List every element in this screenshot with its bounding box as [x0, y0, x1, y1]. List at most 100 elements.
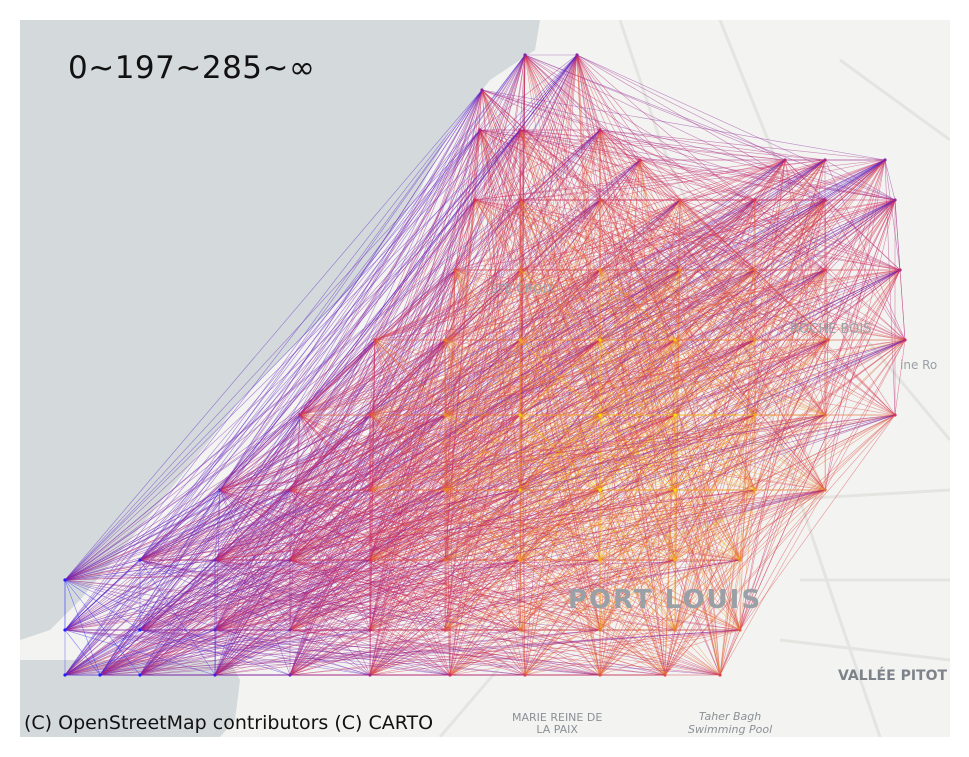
network-edge [444, 559, 601, 631]
network-edge [599, 559, 741, 631]
network-edge [64, 269, 456, 581]
network-edge [139, 489, 521, 561]
network-node [518, 128, 522, 132]
network-node [738, 558, 742, 562]
network-edge [824, 269, 906, 341]
network-edge [519, 414, 676, 631]
network-edge [474, 129, 521, 201]
network-edge [444, 269, 756, 341]
network-edge [219, 414, 371, 491]
network-edge [64, 129, 601, 581]
network-edge [369, 489, 446, 676]
network-edge [289, 489, 826, 561]
network-edge [99, 489, 291, 676]
network-edge [64, 414, 446, 581]
network-edge [474, 159, 826, 201]
network-edge [64, 579, 101, 676]
network-edge [444, 269, 601, 341]
network-edge [219, 339, 376, 491]
network-edge [64, 629, 216, 676]
network-edge [664, 414, 826, 676]
taher-line1: Taher Bagh [698, 710, 762, 723]
network-edge [449, 489, 826, 676]
network-edge [214, 339, 829, 631]
network-node [138, 628, 142, 632]
network-edge [369, 489, 721, 676]
network-edge [99, 199, 476, 676]
network-edge [64, 559, 291, 676]
network-edge [64, 559, 741, 676]
network-edge [674, 414, 896, 631]
network-edge [64, 339, 446, 581]
network-nodes [63, 53, 907, 677]
map-canvas[interactable]: STE CROIX ROCHE BOIS ine Ro PORT LOUIS V… [20, 20, 950, 737]
network-edge [824, 159, 886, 416]
network-edge [139, 559, 521, 631]
network-edge [519, 559, 721, 676]
network-edge [99, 559, 446, 676]
network-edge [64, 559, 291, 631]
network-edge [64, 414, 301, 676]
network-edge [99, 629, 216, 676]
network-node [738, 628, 742, 632]
network-edge [474, 159, 786, 201]
network-edge [289, 629, 721, 676]
network-edge [519, 269, 676, 341]
network-edge [214, 559, 676, 631]
network-edge [674, 414, 756, 561]
network-edge [64, 199, 601, 581]
network-edge [479, 129, 896, 201]
network-edge [289, 559, 741, 631]
network-edge [739, 339, 906, 561]
network-edge [449, 629, 741, 676]
network-edge [289, 629, 741, 676]
network-edge [599, 199, 901, 271]
network-edge [374, 269, 521, 341]
network-edge [139, 414, 446, 631]
network-edge [64, 129, 601, 676]
network-node [823, 268, 827, 272]
network-edge [139, 199, 601, 561]
network-edge [754, 199, 826, 271]
network-edge [444, 559, 451, 676]
network-edge [674, 489, 826, 631]
network-edge [64, 199, 521, 631]
network-edge [64, 559, 216, 581]
network-edge [444, 269, 681, 341]
network-node [598, 673, 602, 677]
network-edge [64, 89, 483, 581]
network-edge [64, 579, 371, 676]
network-edge [64, 629, 101, 676]
network-node [518, 338, 522, 342]
network-edge [289, 559, 721, 676]
network-node [893, 198, 897, 202]
network-edge [64, 129, 521, 581]
network-edge [64, 489, 371, 581]
network-edge [444, 269, 901, 341]
network-edge [599, 199, 756, 271]
network-edge [139, 414, 826, 676]
network-edge [99, 489, 521, 676]
network-edge [214, 339, 756, 631]
network-edge [369, 414, 741, 631]
network-edge [299, 199, 896, 416]
network-edge [289, 414, 676, 631]
network-edge [369, 414, 826, 491]
network-edge [454, 159, 826, 271]
network-edge [576, 54, 601, 201]
network-edge [139, 414, 756, 631]
network-node [480, 88, 484, 92]
network-edge [824, 199, 896, 271]
network-edge [719, 339, 756, 676]
network-edge [576, 54, 826, 201]
network-edge [139, 339, 376, 631]
network-edge [64, 129, 521, 676]
network-node [63, 628, 67, 632]
network-node [373, 338, 377, 342]
network-edge [139, 129, 481, 561]
network-edge [369, 489, 756, 561]
network-edge [289, 339, 446, 561]
network-edge [289, 339, 906, 631]
network-node [138, 558, 142, 562]
network-edge [444, 489, 721, 676]
